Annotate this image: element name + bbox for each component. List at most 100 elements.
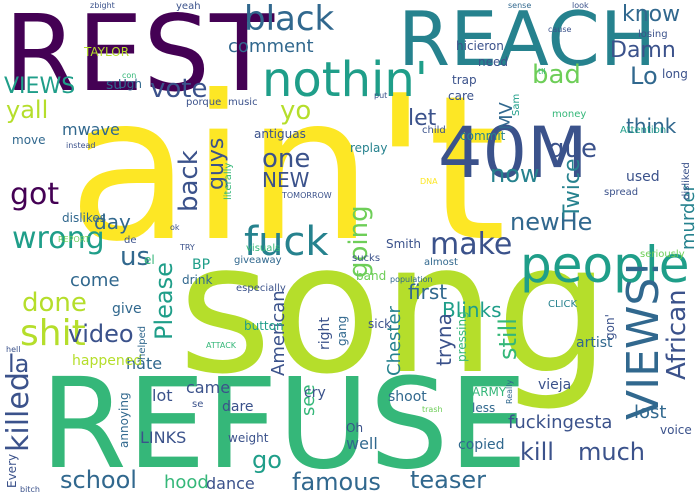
word-su: su (106, 77, 123, 93)
word-band: band (356, 269, 387, 283)
word-trash: trash (422, 405, 443, 414)
word-song: song (178, 205, 611, 414)
word-bitch: bitch (20, 485, 40, 494)
word-40m: 40M (438, 112, 588, 194)
word-gon: gon' (603, 314, 617, 340)
word-annoying: annoying (117, 392, 131, 448)
word-pressing: pressing (455, 311, 469, 362)
word-drink: drink (182, 273, 213, 287)
word-gang: gang (335, 315, 349, 346)
word-please: Please (150, 262, 178, 340)
word-yeah: yeah (176, 1, 201, 12)
word-links: LINKS (140, 428, 187, 447)
word-seriously: seriously (640, 249, 685, 260)
word-instead: instead (66, 141, 96, 150)
word-go: go (252, 446, 282, 474)
word-dna: DNA (420, 177, 438, 186)
word-much: much (578, 438, 645, 466)
word-sick: sick (368, 317, 392, 331)
word-attack: ATTACK (206, 341, 237, 350)
word-give: give (112, 301, 142, 317)
word-se: se (192, 399, 204, 410)
word-twice: Twice (560, 158, 585, 218)
word-bad: bad (532, 60, 581, 90)
word-done: done (22, 288, 87, 318)
word-sam: Sam (511, 93, 522, 116)
word-smith: Smith (386, 237, 421, 251)
word-views: VIEWS (4, 74, 76, 99)
word-dislikes: dislikes (62, 211, 107, 225)
word-almost: almost (424, 257, 458, 268)
word-visuals: visuals (246, 243, 281, 254)
word-hate: hate (126, 354, 163, 373)
word-well: well (346, 434, 378, 453)
word-us: us (120, 242, 151, 272)
word-american: American (268, 290, 289, 376)
word-care: care (448, 89, 475, 103)
word-lot: lot (152, 386, 173, 405)
word-less: less (472, 401, 496, 415)
word-people: people (520, 236, 690, 294)
word-back: back (174, 150, 204, 212)
word-need: need (478, 55, 508, 69)
word-spread: spread (604, 187, 639, 198)
word-zbight: zbight (90, 1, 115, 10)
word-commit: commit (460, 129, 506, 143)
word-day: day (94, 210, 131, 234)
word-ok: ok (170, 223, 180, 232)
word-killed: killed (1, 372, 36, 452)
word-famous: famous (292, 468, 381, 496)
word-fuckingesta: fuckingesta (508, 412, 613, 433)
word-disliked: disliked (681, 162, 692, 200)
word-damn: Damn (610, 38, 676, 63)
word-el: el (144, 253, 155, 267)
word-nothin: nothin' (262, 52, 428, 108)
word-teaser: teaser (410, 466, 487, 494)
word-comment: comment (228, 36, 314, 57)
word-losing: losing (638, 29, 668, 40)
word-helped: helped (137, 325, 148, 360)
word-think: think (626, 114, 677, 138)
word-kill: kill (520, 438, 554, 466)
word-one: one (262, 144, 311, 174)
word-la: la (8, 350, 30, 378)
word-til: til (538, 67, 546, 76)
word-try: TRY (180, 243, 195, 252)
word-new: NEW (262, 168, 310, 192)
word-army: ARMY (472, 385, 507, 399)
word-hood: hood (164, 472, 209, 493)
word-reach: REACH (398, 0, 657, 83)
word-oh: Oh (346, 421, 364, 435)
word-click: CLICK (548, 299, 578, 310)
word-music: music (228, 97, 258, 108)
word-money: money (552, 109, 587, 120)
word-got: got (10, 177, 60, 212)
word-copied: copied (458, 437, 505, 453)
word-make: make (430, 227, 513, 262)
word-look: look (572, 1, 589, 10)
word-right: right (317, 317, 333, 350)
word-tomorrow: TOMORROW (282, 191, 332, 200)
word-let: let (408, 106, 437, 131)
word-hicieron: hicieron (456, 39, 504, 53)
word-dare: dare (222, 399, 254, 415)
word-bp: BP (192, 257, 211, 273)
word-replay: replay (350, 141, 388, 155)
word-de: de (124, 235, 137, 246)
word-que: que (548, 134, 597, 164)
word-still: still (494, 318, 522, 360)
word-shit: shit (20, 313, 86, 354)
word-antiguas: antiguas (254, 127, 306, 141)
word-cry: cry (304, 385, 326, 401)
word-newhe: newHe (510, 208, 593, 236)
word-giveaway: giveaway (234, 255, 282, 266)
word-hell: hell (6, 345, 21, 354)
word-put: put (374, 91, 388, 100)
word-yall: yall (6, 96, 49, 124)
word-tryna: tryna (432, 313, 456, 366)
word-school: school (60, 466, 137, 494)
word-porque: porque (186, 97, 222, 108)
word-report: REPORT (58, 235, 90, 244)
word-first: first (408, 280, 448, 304)
